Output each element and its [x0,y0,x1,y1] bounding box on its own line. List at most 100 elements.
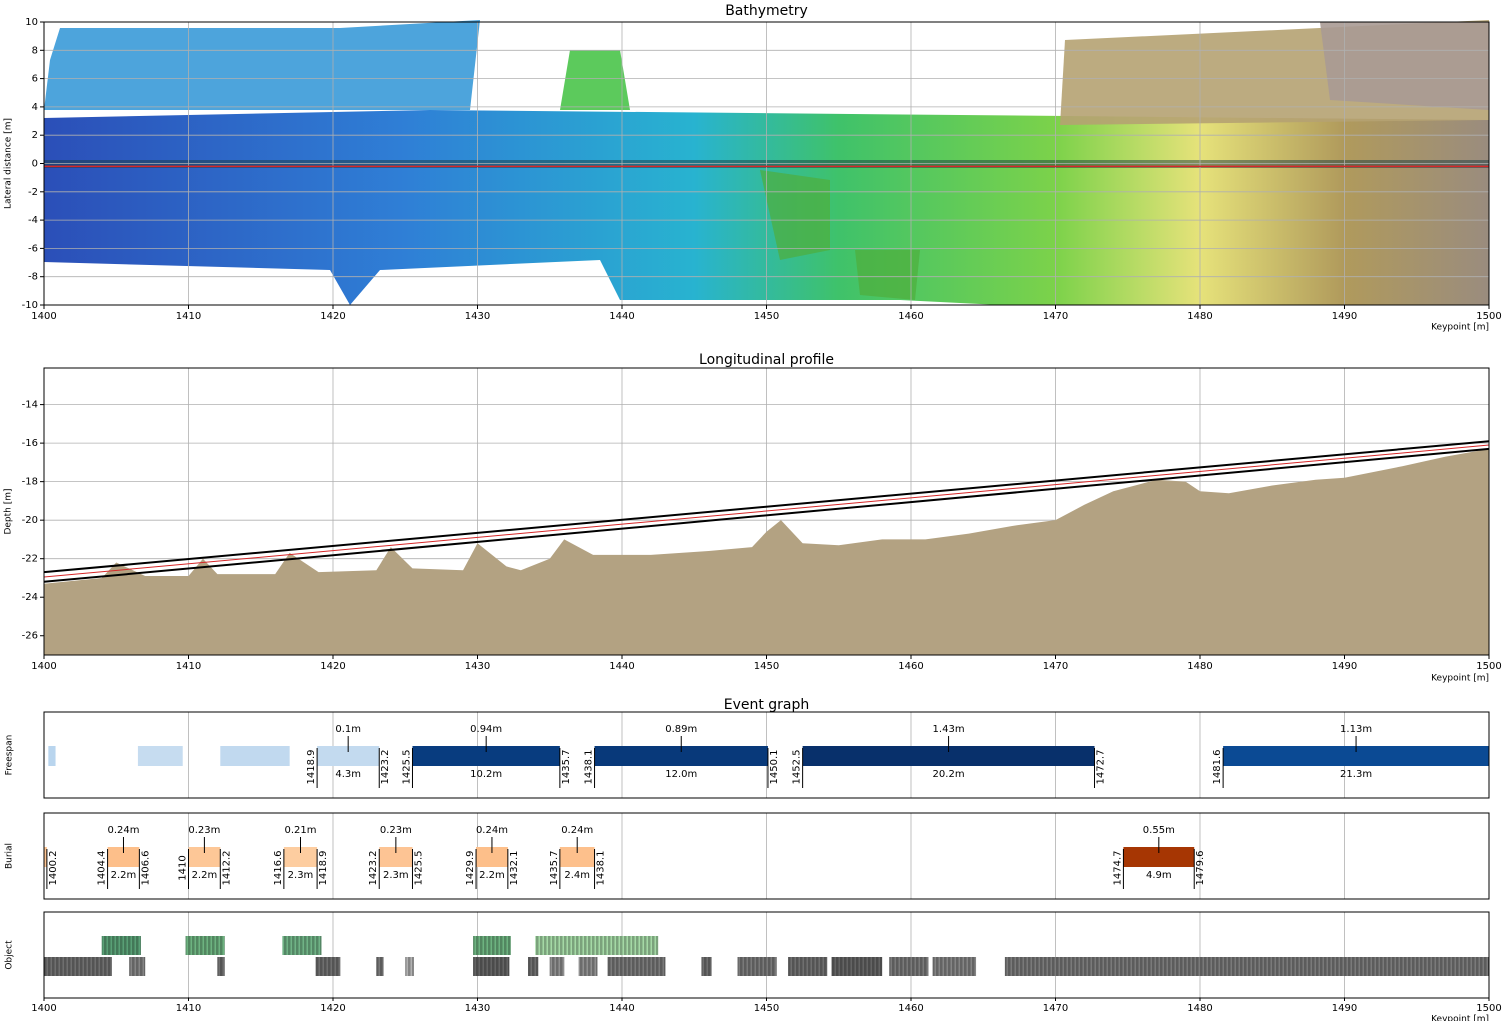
x-axis-label: Keypoint [m] [1431,674,1489,684]
event-height-label: 0.1m [335,724,361,735]
y-tick-label: -6 [28,243,38,254]
event-edge-label: 1425.5 [401,750,412,785]
x-tick-label: 1400 [31,311,56,322]
event-length-label: 2.2m [192,870,218,881]
event-height-label: 1.13m [1340,724,1372,735]
event-texture [788,957,828,976]
x-tick-label: 1420 [320,661,345,672]
event-height-label: 0.24m [107,825,139,836]
event-texture [473,936,511,955]
event-edge-label: 1404.4 [97,851,108,886]
event-bar [1223,746,1489,766]
event-length-label: 10.2m [470,769,502,780]
event-bar [594,746,768,766]
event-height-label: 0.94m [470,724,502,735]
y-tick-label: -2 [28,187,38,198]
event-texture [578,957,598,976]
event-height-label: 0.24m [476,825,508,836]
event-edge-label: 1432.1 [509,851,520,886]
event-texture [831,957,883,976]
x-tick-label: 1450 [754,661,779,672]
event-length-label: 2.2m [111,870,137,881]
event-length-label: 20.2m [933,769,965,780]
event-edge-label: 1435.7 [549,851,560,886]
x-tick-label: 1400 [31,1003,56,1014]
x-tick-label: 1430 [465,661,490,672]
y-tick-label: -26 [22,631,38,642]
x-tick-label: 1490 [1332,1003,1357,1014]
event-length-label: 2.4m [564,870,590,881]
x-tick-label: 1500 [1476,311,1501,322]
y-tick-label: -8 [28,272,38,283]
x-tick-label: 1480 [1187,661,1212,672]
chart-title: Bathymetry [725,3,808,19]
y-tick-label: -22 [22,554,38,565]
x-tick-label: 1430 [465,311,490,322]
event-edge-label: 1406.6 [140,851,151,886]
event-texture [737,957,777,976]
plot-frame [43,367,1490,656]
event-texture [282,936,322,955]
x-tick-label: 1450 [754,311,779,322]
event-texture [535,936,659,955]
x-tick-label: 1420 [320,1003,345,1014]
event-length-label: 21.3m [1340,769,1372,780]
x-tick-label: 1450 [754,1003,779,1014]
event-edge-label: 1450.1 [769,750,780,785]
event-bar [44,847,47,867]
y-tick-label: 6 [32,74,38,85]
x-tick-label: 1490 [1332,661,1357,672]
event-edge-label: 1423.2 [368,851,379,886]
x-tick-label: 1460 [898,1003,923,1014]
event-height-label: 0.23m [380,825,412,836]
line [43,447,1490,583]
event-length-label: 2.2m [479,870,505,881]
event-bar [137,746,183,766]
x-tick-label: 1460 [898,661,923,672]
event-edge-label: 1479.6 [1195,851,1206,886]
x-tick-label: 1460 [898,311,923,322]
event-height-label: 0.89m [665,724,697,735]
event-texture [528,957,539,976]
y-tick-label: 8 [32,45,38,56]
event-edge-label: 1410 [178,855,189,880]
event-texture [44,957,112,976]
chart-title: Longitudinal profile [699,352,834,368]
event-bar [476,847,508,867]
event-texture [217,957,225,976]
event-texture [473,957,510,976]
plot-frame [43,21,1490,306]
y-tick-label: 10 [25,17,38,28]
event-texture [549,957,565,976]
event-texture [607,957,666,976]
y-tick-label: -10 [22,300,38,311]
event-edge-label: 1481.6 [1212,750,1223,785]
y-tick-label: 4 [32,102,38,113]
x-axis-label: Keypoint [m] [1431,1015,1489,1021]
event-texture [376,957,384,976]
x-tick-label: 1470 [1043,661,1068,672]
event-bar [379,847,413,867]
y-tick-label: 0 [32,159,38,170]
line [43,444,1490,578]
event-height-label: 0.24m [561,825,593,836]
event-length-label: 4.9m [1146,870,1172,881]
plot-frame [43,711,1490,799]
x-tick-label: 1470 [1043,311,1068,322]
y-tick-label: -16 [22,438,38,449]
y-tick-label: -4 [28,215,38,226]
seabed [44,448,1489,655]
event-bar [317,746,380,766]
event-texture [405,957,414,976]
event-bar [107,847,140,867]
event-edge-label: 1412.2 [221,851,232,886]
event-texture [185,936,225,955]
panel-label: Object [5,940,15,970]
event-texture [932,957,977,976]
event-bar [283,847,318,867]
event-length-label: 2.3m [288,870,314,881]
event-height-label: 0.55m [1143,825,1175,836]
event-edge-label: 1438.1 [584,750,595,785]
y-axis-label: Depth [m] [4,488,14,534]
event-texture [101,936,141,955]
